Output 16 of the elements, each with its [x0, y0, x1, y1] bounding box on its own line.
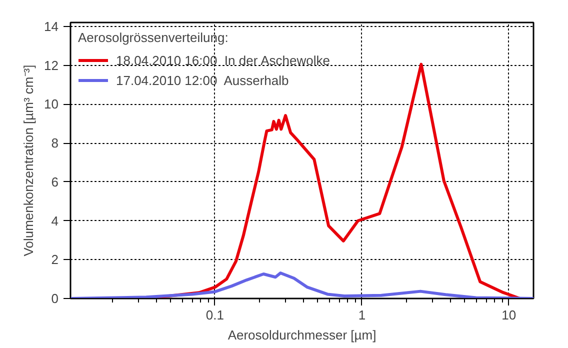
y-tick-label: 6 [51, 174, 59, 190]
y-tick-label: 2 [51, 252, 59, 268]
legend-title: Aerosolgrössenverteilung: [78, 30, 230, 45]
y-axis-title: Volumenkonzentration [µm³ cm⁻³] [21, 64, 36, 256]
x-axis-title: Aerosoldurchmesser [µm] [228, 328, 376, 342]
x-tick-label: 10 [502, 308, 516, 322]
y-tick-label: 4 [51, 213, 59, 228]
y-tick-label: 12 [44, 58, 59, 73]
x-tick-label: 0.1 [206, 308, 224, 322]
x-tick-label: 1 [358, 308, 366, 322]
y-tick-label: 14 [44, 18, 59, 34]
y-tick-label: 10 [44, 96, 59, 112]
y-tick-label: 8 [51, 136, 59, 151]
legend-label: 17.04.2010 12:00 Ausserhalb [116, 72, 289, 88]
legend-label: 18.04.2010 16:00 In der Aschewolke [116, 52, 330, 68]
y-tick-label: 0 [51, 291, 59, 306]
